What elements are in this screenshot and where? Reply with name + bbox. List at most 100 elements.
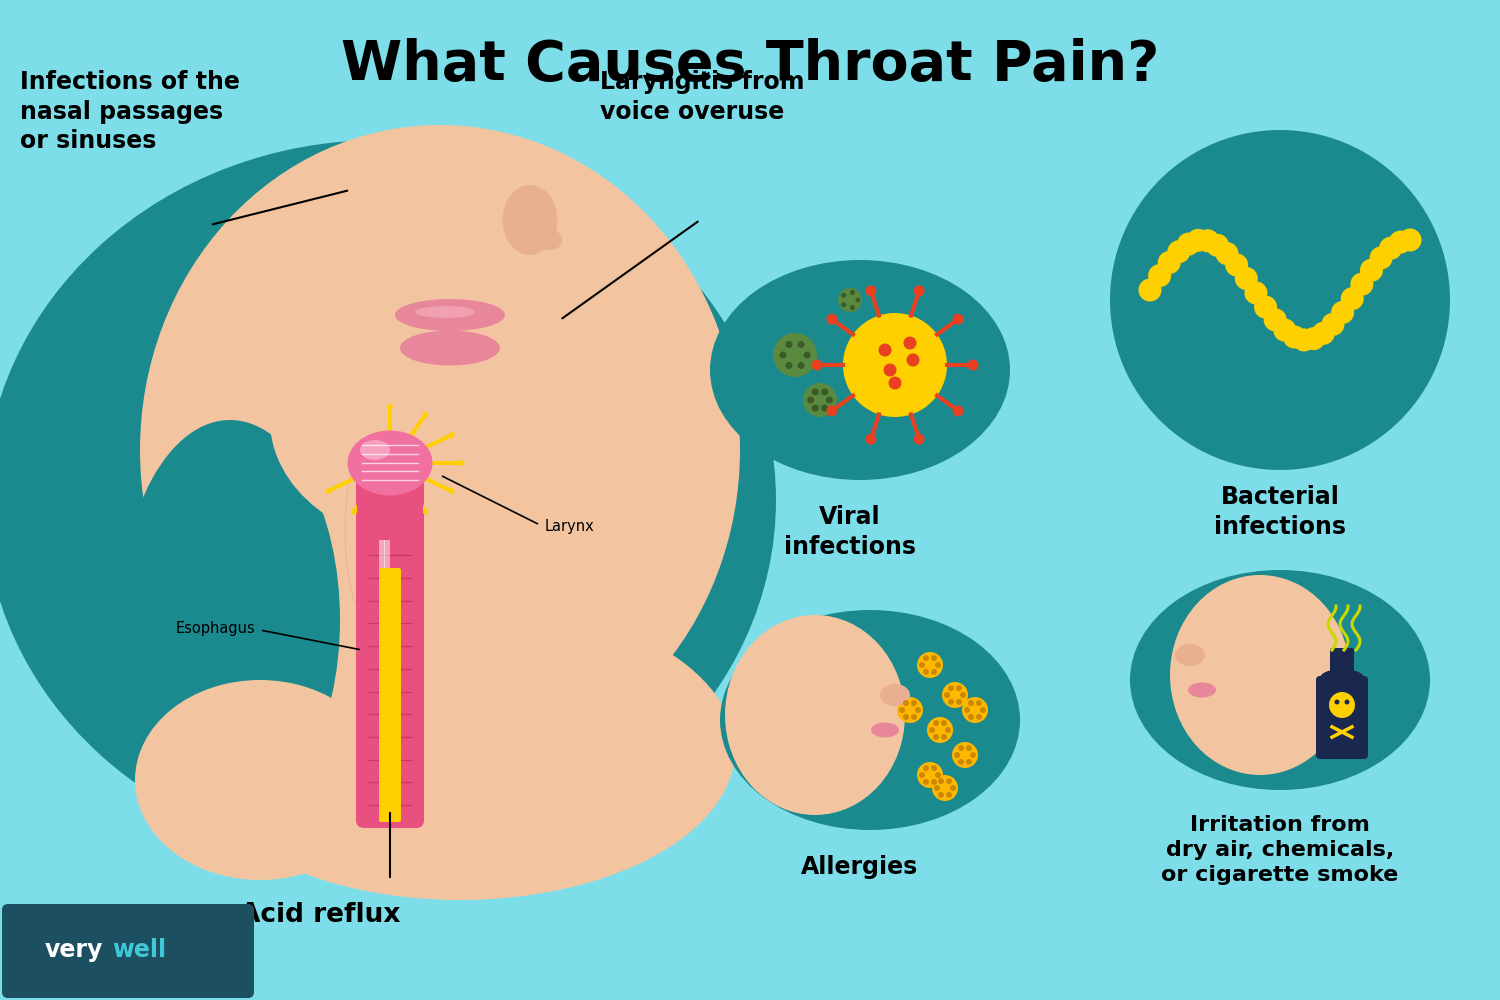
Circle shape [956,699,962,705]
Ellipse shape [400,330,500,365]
Ellipse shape [416,306,476,318]
FancyBboxPatch shape [2,904,254,998]
Circle shape [1186,229,1209,252]
Circle shape [1341,287,1364,310]
Circle shape [968,360,978,370]
Circle shape [952,742,978,768]
Circle shape [944,692,950,698]
Circle shape [812,388,819,395]
Circle shape [1370,246,1392,269]
Circle shape [865,434,876,445]
Circle shape [948,699,954,705]
Circle shape [956,685,962,691]
FancyArrow shape [351,490,370,515]
Text: What Causes Throat Pain?: What Causes Throat Pain? [340,38,1160,92]
FancyArrow shape [410,490,429,515]
Circle shape [821,388,828,395]
FancyBboxPatch shape [380,509,386,801]
Ellipse shape [394,299,506,331]
Circle shape [1330,301,1354,324]
Circle shape [920,662,926,668]
Circle shape [940,720,946,726]
Ellipse shape [1130,570,1430,790]
Circle shape [1398,229,1422,251]
Circle shape [928,727,934,733]
Circle shape [932,765,938,771]
FancyArrow shape [432,459,465,467]
Circle shape [968,700,974,706]
Circle shape [903,700,909,706]
Circle shape [843,313,946,417]
Ellipse shape [1170,575,1350,775]
Circle shape [1197,229,1219,252]
Circle shape [940,734,946,740]
Circle shape [952,314,963,325]
Circle shape [958,759,964,765]
Circle shape [1302,327,1324,350]
Circle shape [1344,700,1350,704]
Circle shape [968,714,974,720]
Ellipse shape [503,185,558,255]
Circle shape [884,363,897,376]
Circle shape [1254,296,1276,319]
Circle shape [976,714,982,720]
Circle shape [942,682,968,708]
Circle shape [910,700,916,706]
Circle shape [915,707,921,713]
Circle shape [932,775,958,801]
Circle shape [1215,242,1239,265]
Circle shape [1350,273,1374,296]
Circle shape [933,734,939,740]
Circle shape [916,652,944,678]
FancyBboxPatch shape [380,568,400,822]
Circle shape [1148,264,1172,287]
Ellipse shape [880,684,910,706]
Circle shape [1178,233,1200,256]
Circle shape [827,405,837,416]
Ellipse shape [1174,644,1204,666]
Circle shape [922,669,928,675]
Circle shape [920,772,926,778]
Circle shape [772,333,818,377]
Circle shape [903,714,909,720]
Circle shape [827,396,833,403]
Circle shape [946,778,952,784]
Circle shape [1263,308,1287,331]
Circle shape [1274,319,1296,342]
Circle shape [1329,692,1354,718]
Circle shape [786,362,792,369]
FancyBboxPatch shape [1316,676,1368,759]
Circle shape [1335,700,1340,704]
Circle shape [1282,325,1306,348]
Ellipse shape [724,615,904,815]
Circle shape [798,341,804,348]
Circle shape [842,293,846,298]
Circle shape [802,383,837,417]
Circle shape [910,714,916,720]
FancyArrow shape [426,432,454,449]
Ellipse shape [360,440,390,460]
Circle shape [932,779,938,785]
Circle shape [1389,231,1411,254]
Ellipse shape [184,600,735,900]
Circle shape [1378,237,1402,260]
Circle shape [954,752,960,758]
FancyBboxPatch shape [384,509,390,801]
Text: Laryngitis from
voice overuse: Laryngitis from voice overuse [600,70,804,124]
Circle shape [839,288,862,312]
Circle shape [812,360,822,370]
Circle shape [948,685,954,691]
Circle shape [1234,267,1258,290]
Circle shape [922,779,928,785]
FancyBboxPatch shape [356,472,424,828]
Circle shape [933,720,939,726]
Ellipse shape [140,125,740,775]
Circle shape [922,765,928,771]
Circle shape [1110,130,1450,470]
Circle shape [980,707,986,713]
Circle shape [1293,328,1316,351]
Text: Acid reflux: Acid reflux [240,902,400,928]
Ellipse shape [348,430,432,495]
Ellipse shape [135,680,386,880]
Circle shape [938,778,944,784]
